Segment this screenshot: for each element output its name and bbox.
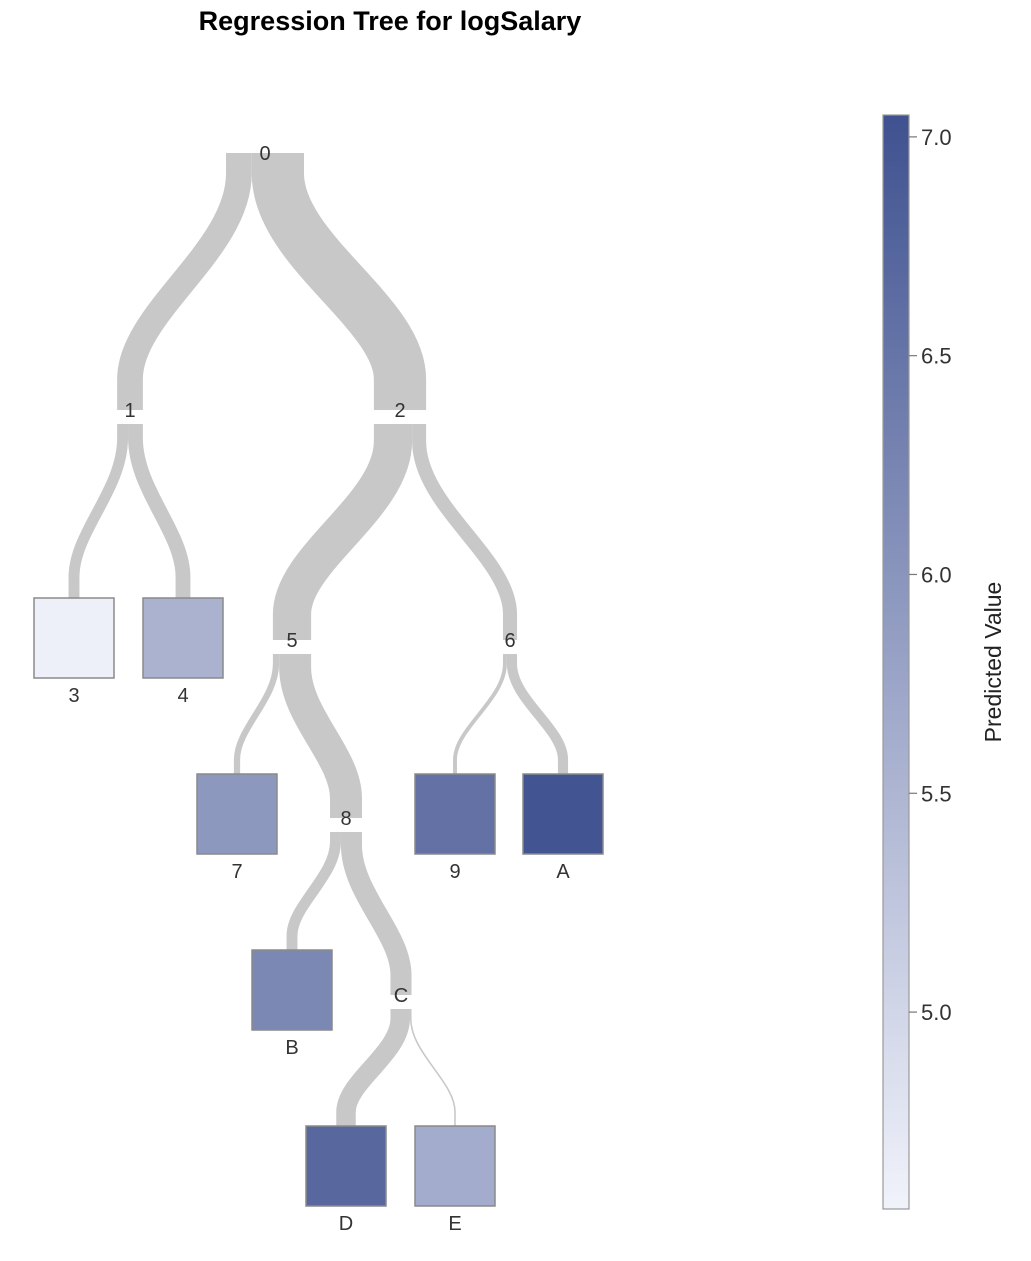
branch-1-3 xyxy=(68,424,129,598)
branch-1-4 xyxy=(128,424,191,598)
branch-2-6 xyxy=(412,424,518,640)
node-label-1: 1 xyxy=(124,400,135,422)
colorbar-gradient xyxy=(882,114,910,1210)
node-label-B: B xyxy=(285,1037,298,1059)
node-label-C: C xyxy=(394,985,408,1007)
node-label-3: 3 xyxy=(68,685,79,707)
branch-8-B xyxy=(286,832,341,950)
branch-5-8 xyxy=(279,654,362,818)
node-label-7: 7 xyxy=(231,861,242,883)
colorbar-title: Predicted Value xyxy=(980,582,1006,743)
node-label-8: 8 xyxy=(340,808,351,830)
branch-6-A xyxy=(506,654,569,774)
leaf-node-4 xyxy=(142,597,224,679)
branch-6-9 xyxy=(453,654,507,774)
leaf-node-7 xyxy=(196,773,278,855)
node-label-0: 0 xyxy=(259,143,270,165)
branch-0-2 xyxy=(251,153,427,410)
node-label-A: A xyxy=(556,861,570,883)
leaf-node-9 xyxy=(414,773,496,855)
node-labels: 0 1 2 3 4 5 6 7 8 9 A B C D E xyxy=(68,143,570,1235)
node-label-4: 4 xyxy=(177,685,188,707)
colorbar-ticks: 7.0 6.5 6.0 5.5 5.0 xyxy=(909,125,952,1025)
branch-0-1 xyxy=(117,153,252,410)
branch-C-D xyxy=(336,1009,410,1126)
node-label-2: 2 xyxy=(394,400,405,422)
node-label-6: 6 xyxy=(504,630,515,652)
colorbar-tick-label: 7.0 xyxy=(921,125,952,150)
node-label-9: 9 xyxy=(449,861,460,883)
leaf-node-A xyxy=(522,773,604,855)
colorbar-tick-label: 6.5 xyxy=(921,344,952,369)
branch-C-E xyxy=(409,1009,456,1126)
tree-leaves xyxy=(33,597,604,1207)
leaf-node-B xyxy=(251,949,333,1031)
colorbar-tick-label: 5.0 xyxy=(921,1000,952,1025)
leaf-node-3 xyxy=(33,597,115,679)
node-label-D: D xyxy=(339,1213,353,1235)
tree-branches xyxy=(68,153,569,1126)
colorbar-tick-label: 5.5 xyxy=(921,781,952,806)
node-label-E: E xyxy=(448,1213,461,1235)
colorbar: 7.0 6.5 6.0 5.5 5.0 Predicted Value xyxy=(882,114,1006,1210)
chart-title: Regression Tree for logSalary xyxy=(199,6,582,36)
leaf-node-E xyxy=(414,1125,496,1207)
branch-2-5 xyxy=(272,424,413,640)
branch-5-7 xyxy=(233,654,280,774)
branch-8-C xyxy=(340,832,412,995)
colorbar-tick-label: 6.0 xyxy=(921,562,952,587)
leaf-node-D xyxy=(305,1125,387,1207)
node-label-5: 5 xyxy=(286,630,297,652)
